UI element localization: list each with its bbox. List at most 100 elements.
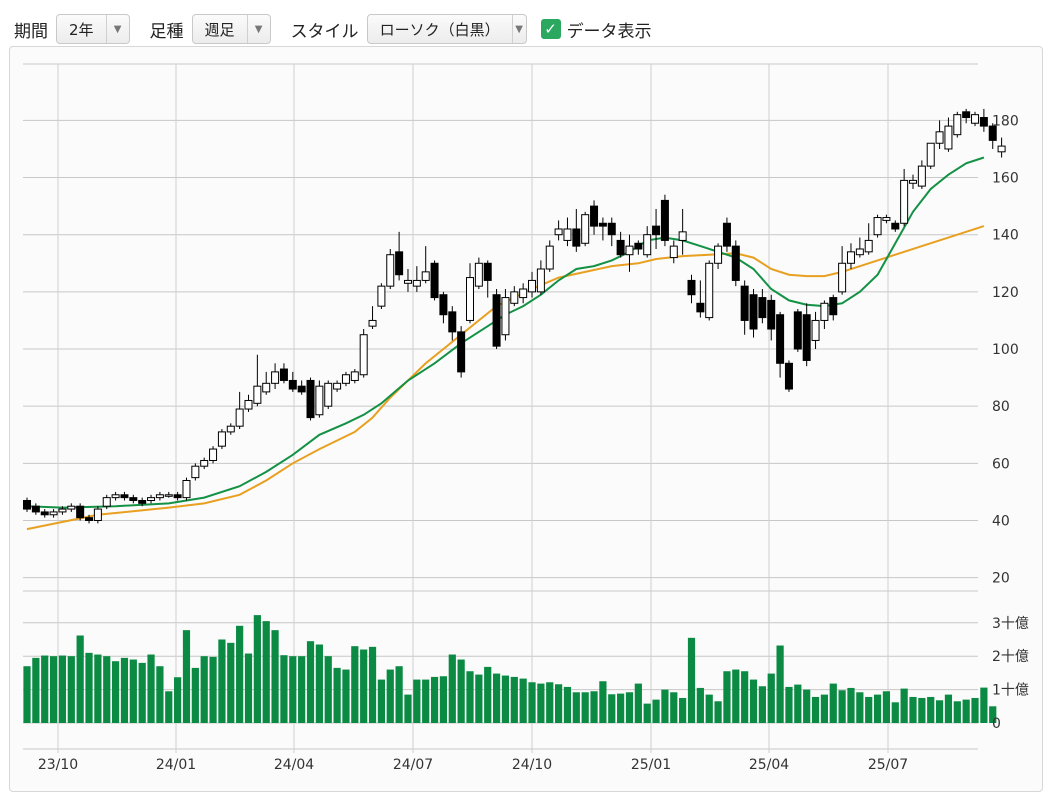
candle [652, 208, 661, 249]
volume-bar [705, 694, 713, 723]
volume-bar [227, 642, 235, 723]
candle-down [85, 517, 94, 521]
candle-down [40, 511, 49, 516]
style-value: ローソク（白黒） [379, 20, 500, 39]
style-dropdown[interactable]: ローソク（白黒） ▼ [366, 14, 527, 44]
candle-up [58, 508, 67, 513]
candle-up [271, 371, 280, 384]
volume-bar [501, 675, 510, 723]
volume-tick-label: 3十億 [992, 616, 1029, 632]
candle-down [607, 222, 616, 236]
candle-up [102, 497, 111, 507]
volume-bar [182, 630, 191, 723]
volume-bar [209, 656, 217, 723]
volume-bar [120, 657, 129, 723]
candle-up [421, 271, 430, 281]
candle-down [962, 111, 971, 119]
volume-bar [466, 671, 474, 723]
candle [244, 394, 253, 412]
candle-up [333, 382, 342, 390]
volume-bar [909, 696, 917, 723]
chevron-down-icon: ▼ [246, 15, 270, 43]
candle-up [200, 459, 209, 467]
candle [315, 380, 324, 418]
period-value: 2年 [69, 20, 94, 39]
candle-up [669, 245, 678, 259]
volume-bar [820, 694, 828, 723]
candle-down [492, 294, 501, 347]
volume-bar [625, 692, 634, 723]
period-dropdown[interactable]: 2年 ▼ [56, 14, 130, 44]
candle [793, 309, 802, 352]
candle [93, 506, 102, 524]
price-tick-label: 160 [992, 171, 1019, 187]
volume-bar [962, 699, 970, 723]
candle-up [563, 228, 572, 241]
chevron-down-icon: ▼ [511, 15, 526, 43]
candle [466, 263, 474, 324]
candle [838, 246, 847, 295]
candle [102, 494, 111, 510]
candle [492, 289, 501, 350]
volume-bar [165, 691, 173, 723]
volume-bar [811, 696, 820, 723]
candle-down [297, 385, 306, 393]
candle-up [581, 214, 590, 244]
candle-up [864, 239, 873, 253]
price-tick-label: 120 [992, 285, 1019, 301]
candle [873, 214, 882, 238]
candle-up [403, 279, 412, 284]
candle [457, 326, 466, 378]
x-tick-label: 24/04 [274, 757, 314, 773]
interval-dropdown[interactable]: 週足 ▼ [191, 14, 271, 44]
volume-bar [732, 669, 740, 723]
candle [616, 231, 625, 258]
volume-bar [386, 669, 394, 723]
price-tick-label: 80 [992, 399, 1010, 415]
candle [120, 491, 129, 501]
volume-bar [422, 679, 430, 723]
volume-bar [537, 683, 545, 723]
candle-up [49, 511, 58, 516]
volume-bar [306, 641, 315, 723]
candle [386, 248, 395, 290]
candle-up [368, 319, 377, 327]
volume-bar [484, 666, 492, 723]
candle [900, 168, 909, 227]
candle [979, 108, 988, 132]
candle [191, 463, 200, 481]
volume-bar [856, 692, 864, 723]
candle-down [767, 299, 776, 330]
candle [811, 311, 820, 350]
show-data-label[interactable]: データ表示 [566, 21, 652, 42]
show-data-checkbox[interactable]: ✓ [540, 19, 561, 39]
candle [909, 174, 917, 189]
candle [767, 294, 776, 341]
volume-bar [191, 667, 199, 723]
volume-bar [342, 669, 350, 723]
candle [483, 260, 492, 298]
candle [563, 217, 572, 247]
volume-bar [492, 673, 501, 723]
volume-bar [758, 686, 766, 723]
volume-bar [882, 691, 891, 723]
volume-bar [935, 700, 944, 723]
candle [226, 423, 235, 435]
candle-up [191, 465, 200, 479]
candle [971, 111, 980, 127]
volume-bar [687, 637, 696, 723]
interval-value: 週足 [204, 20, 235, 39]
price-tick-label: 60 [992, 456, 1010, 472]
volume-bar [794, 684, 802, 723]
candle [988, 123, 997, 149]
volume-bar [572, 692, 580, 723]
candle [678, 208, 687, 255]
volume-bar [368, 646, 377, 723]
candle [324, 380, 333, 410]
candle [403, 268, 412, 292]
volume-bar [980, 687, 988, 723]
candle [846, 243, 855, 269]
stock-chart[interactable]: 180 160 140 120 100 80 60 40 20 3十億 2十億 1十億 0 23/10 24… [10, 47, 1042, 791]
candle-up [217, 431, 226, 447]
chart-panel: 180 160 140 120 100 80 60 40 20 3十億 2十億 1十億 0 23/10 24… [9, 46, 1043, 792]
